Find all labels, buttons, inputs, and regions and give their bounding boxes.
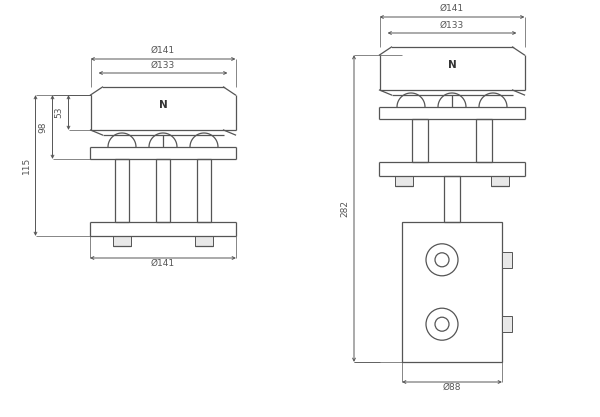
Bar xyxy=(113,236,131,246)
Text: 115: 115 xyxy=(22,157,31,174)
Text: 53: 53 xyxy=(55,107,64,118)
Text: Ø133: Ø133 xyxy=(151,61,175,70)
Text: Ø141: Ø141 xyxy=(151,259,175,268)
Text: 98: 98 xyxy=(38,121,47,133)
Text: N: N xyxy=(158,100,167,110)
Text: 282: 282 xyxy=(340,200,349,217)
Bar xyxy=(402,222,502,362)
Text: Ø141: Ø141 xyxy=(440,4,464,13)
Text: Ø141: Ø141 xyxy=(151,46,175,55)
Bar xyxy=(502,316,512,332)
Bar xyxy=(491,176,509,186)
Bar xyxy=(395,176,413,186)
Bar xyxy=(502,252,512,268)
Bar xyxy=(195,236,213,246)
Text: Ø133: Ø133 xyxy=(440,21,464,30)
Text: N: N xyxy=(448,60,457,70)
Text: Ø88: Ø88 xyxy=(443,383,461,392)
